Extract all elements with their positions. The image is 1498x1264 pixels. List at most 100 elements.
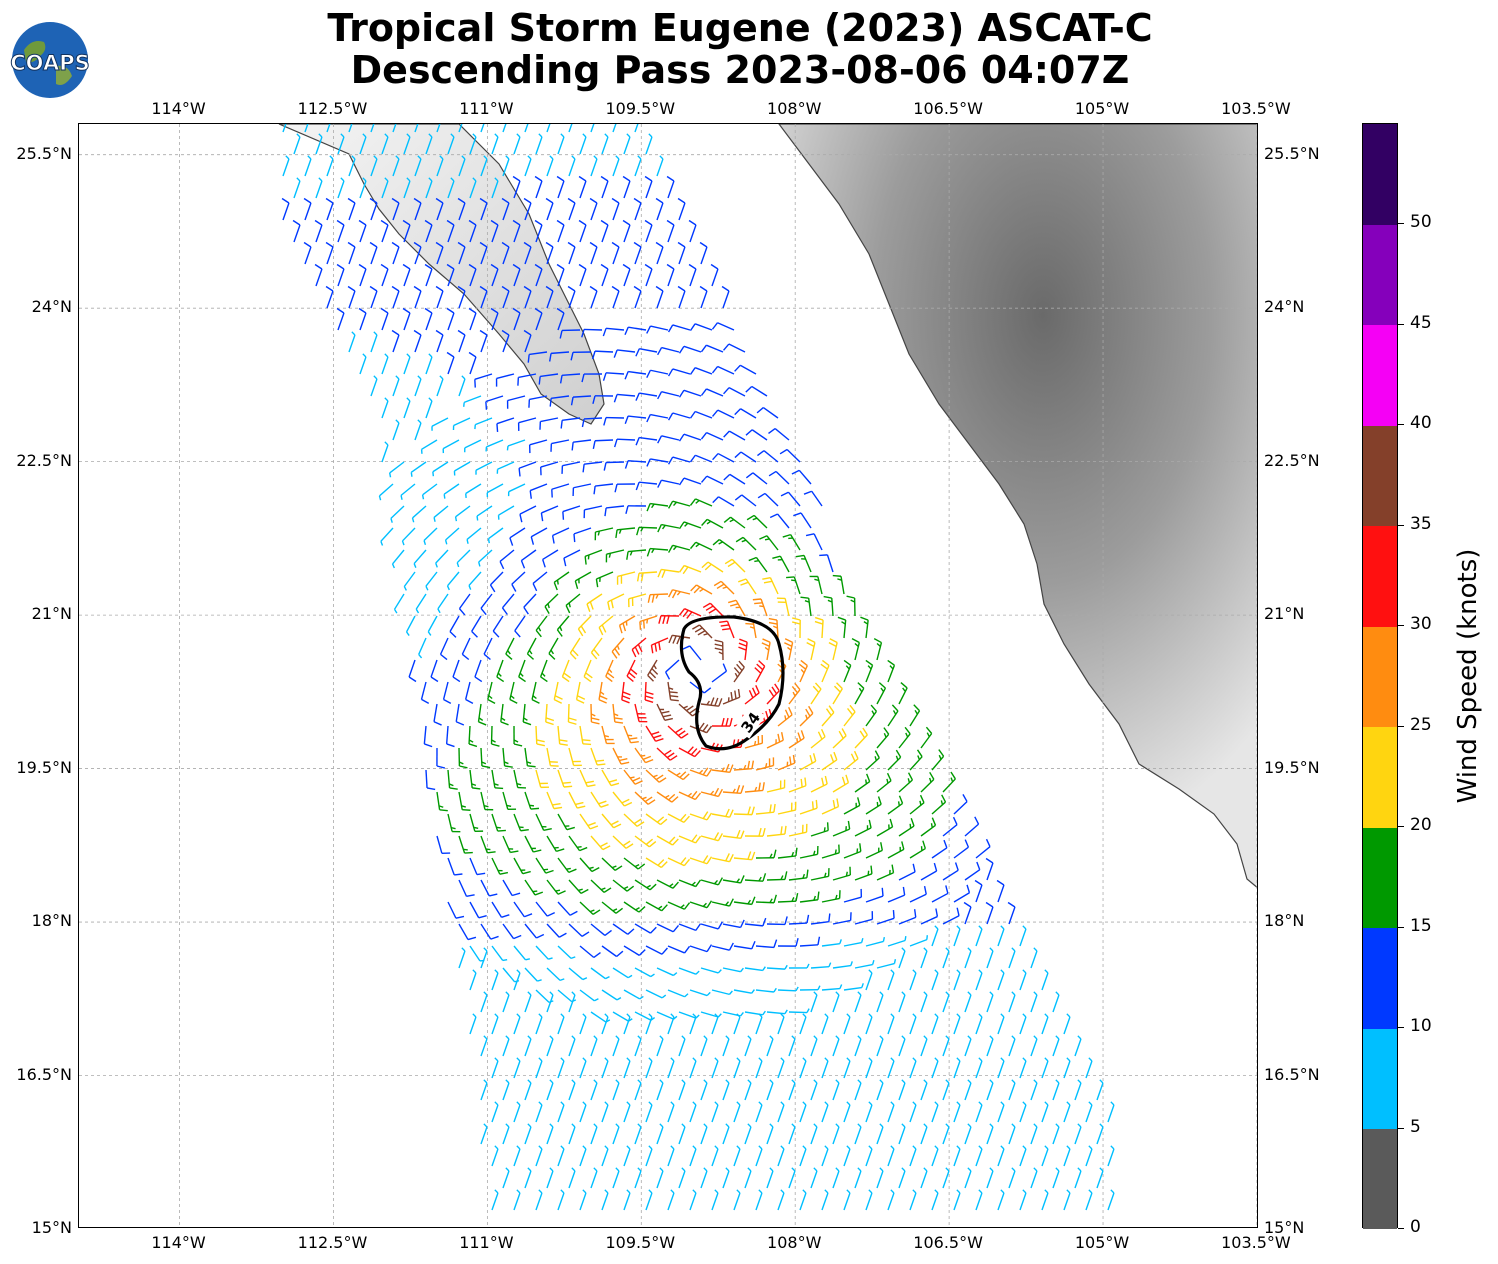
wind-barb	[898, 991, 906, 1013]
wind-barb	[601, 813, 622, 829]
wind-barb	[832, 1035, 840, 1057]
wind-barb	[1008, 1167, 1016, 1189]
wind-barb	[1041, 1057, 1049, 1079]
wind-barb	[689, 498, 713, 507]
wind-barb	[1030, 1123, 1038, 1145]
wind-barb	[843, 1013, 851, 1035]
wind-barb	[436, 747, 446, 769]
wind-barb	[618, 615, 636, 634]
wind-barb	[403, 397, 411, 419]
wind-barb	[410, 461, 427, 477]
wind-barb	[788, 1035, 796, 1057]
colorbar-bin-4	[1363, 726, 1397, 828]
wind-barb	[579, 813, 599, 830]
wind-barb	[975, 1101, 983, 1123]
map-panel[interactable]: 34	[78, 123, 1258, 1228]
wind-barb	[821, 890, 841, 903]
wind-barb	[545, 703, 555, 726]
wind-barb	[646, 547, 669, 557]
wind-barb	[623, 1101, 631, 1123]
lon-tick-bottom-0: 114°W	[151, 1233, 206, 1252]
wind-barb	[953, 1057, 961, 1079]
wind-barb	[766, 683, 780, 705]
wind-barb	[600, 175, 609, 199]
wind-barb	[446, 263, 455, 287]
wind-barb	[502, 991, 510, 1013]
wind-barb	[744, 917, 767, 927]
wind-barb	[779, 448, 801, 463]
wind-barb	[975, 1057, 983, 1079]
wind-barb	[590, 923, 612, 936]
wind-barb	[898, 726, 911, 749]
wind-barb	[579, 945, 601, 959]
wind-barb	[733, 1101, 741, 1123]
wind-barb	[468, 725, 478, 748]
wind-barb	[480, 124, 485, 133]
wind-barb	[502, 747, 513, 768]
wind-barb	[557, 901, 578, 916]
wind-barb	[986, 1035, 994, 1057]
wind-barb	[457, 241, 466, 265]
wind-barb	[678, 389, 702, 398]
wind-barb	[403, 353, 411, 375]
wind-barb	[614, 483, 636, 493]
wind-barb	[546, 967, 565, 982]
wind-barb	[381, 353, 389, 375]
wind-barb	[755, 757, 775, 771]
wind-barb	[733, 851, 756, 861]
wind-barb	[571, 439, 592, 451]
wind-barb	[909, 1145, 917, 1167]
wind-barb	[711, 808, 734, 818]
wind-barb	[909, 749, 923, 771]
wind-barb	[491, 1013, 499, 1035]
wind-barb	[887, 704, 899, 727]
wind-barb	[953, 1189, 961, 1211]
wind-barb	[865, 1189, 873, 1211]
wind-barb	[799, 1189, 807, 1211]
wind-barb	[546, 991, 554, 1013]
wind-barb	[590, 1167, 598, 1189]
wind-barb	[746, 514, 768, 529]
wind-barb	[465, 483, 482, 499]
wind-barb	[501, 329, 510, 353]
wind-barb	[400, 483, 416, 500]
wind-barb	[657, 346, 680, 356]
wind-barb	[557, 813, 575, 831]
wind-barb	[798, 659, 808, 683]
wind-barb	[793, 512, 812, 529]
wind-barb	[612, 1123, 620, 1145]
wind-barb	[710, 263, 719, 287]
wind-barb	[887, 659, 896, 683]
wind-barb	[777, 1013, 785, 1035]
wind-barb	[1019, 1013, 1027, 1035]
wind-barb	[766, 779, 786, 793]
wind-barb	[832, 728, 847, 749]
colorbar-tickmark-3	[1398, 926, 1404, 928]
wind-barb	[624, 415, 647, 425]
wind-barb	[762, 576, 779, 595]
wind-barb	[843, 1145, 851, 1167]
wind-barb	[985, 857, 994, 881]
wind-barb	[823, 595, 834, 617]
wind-barb	[535, 1101, 543, 1123]
wind-barb	[722, 1011, 744, 1017]
wind-barb	[975, 1013, 983, 1035]
wind-barb	[745, 472, 768, 485]
wind-barb	[909, 935, 928, 947]
wind-barb	[832, 574, 845, 595]
wind-barb	[755, 1057, 763, 1079]
wind-barb	[997, 969, 1005, 991]
wind-barb	[600, 263, 609, 287]
wind-barb	[909, 1057, 917, 1079]
wind-barb	[1008, 1079, 1016, 1101]
wind-barb	[524, 1167, 532, 1189]
wind-barb	[601, 1101, 609, 1123]
wind-barb	[469, 813, 484, 833]
lon-tick-top-6: 105°W	[1074, 99, 1130, 118]
wind-barb	[635, 436, 658, 446]
wind-barb	[469, 945, 485, 962]
wind-barb	[722, 784, 745, 795]
wind-barb	[689, 410, 713, 419]
wind-barb	[556, 219, 565, 243]
wind-barb	[496, 659, 505, 683]
